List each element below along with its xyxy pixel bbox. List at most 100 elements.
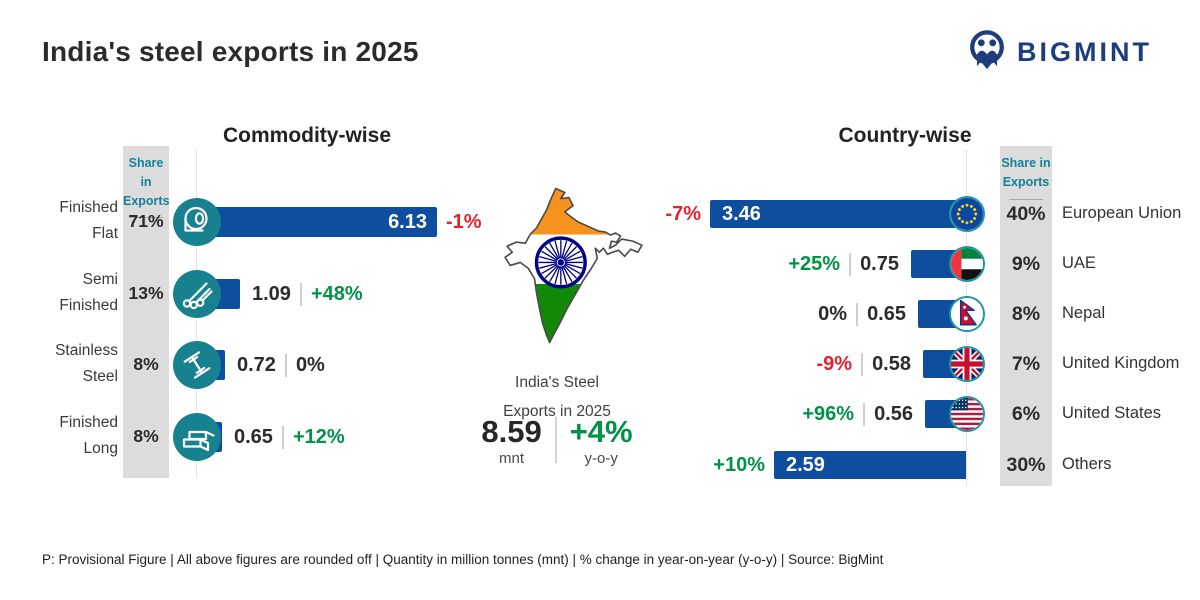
total-change-value: +4%: [569, 414, 633, 449]
brand-name: BIGMINT: [1017, 37, 1152, 67]
share-in-exports-header: Share in Exports: [123, 146, 170, 219]
commodity-label-line: Long: [83, 440, 118, 458]
bar-value-label: 3.46: [722, 202, 761, 225]
share-in-exports-header: Share in Exports: [1000, 146, 1052, 200]
commodity-share-value: 8%: [133, 354, 159, 374]
value-change-group: -7%: [665, 200, 701, 228]
value-change-divider: [284, 353, 287, 377]
steel-beam-icon: [173, 341, 221, 389]
country-label: Nepal: [1062, 304, 1106, 322]
bar-value-label: 6.13: [388, 210, 427, 233]
value-change-divider: [299, 282, 302, 306]
value-change-divider: [281, 425, 284, 449]
bar-value-label: 0.75: [860, 252, 899, 275]
change-percent-label: +25%: [788, 252, 841, 275]
country-share-value: 8%: [1011, 303, 1041, 325]
commodity-chart-title: Commodity-wise: [222, 124, 392, 147]
total-change: +4% y-o-y: [569, 414, 633, 467]
ashoka-chakra-icon: [534, 236, 587, 289]
share-header-underline: [1009, 198, 1043, 200]
country-share-value: 7%: [1011, 353, 1041, 375]
commodity-share-value: 71%: [128, 211, 164, 231]
commodity-bar: 6.13: [197, 207, 437, 237]
brand-logo: BIGMINT: [966, 28, 1152, 77]
value-change-group: 1.09 +48%: [252, 279, 363, 309]
change-percent-label: +12%: [292, 425, 345, 448]
share-header-underline: [129, 217, 163, 219]
value-change-group: -9% 0.58: [816, 350, 911, 378]
steel-coil-icon: [173, 198, 221, 246]
commodity-label-line: Finished: [59, 199, 118, 216]
value-change-group: -1%: [446, 207, 482, 237]
totals-divider: [554, 417, 557, 463]
country-share-value: 40%: [1006, 203, 1046, 225]
change-percent-label: 0%: [818, 302, 848, 325]
page-title: India's steel exports in 2025: [42, 36, 419, 67]
steel-long-icon: [173, 413, 221, 461]
change-percent-label: +10%: [713, 453, 765, 476]
value-change-divider: [863, 402, 866, 426]
commodity-share-value: 8%: [133, 426, 159, 446]
value-change-group: +25% 0.75: [788, 250, 899, 278]
commodity-share-column: Share in Exports: [123, 146, 170, 478]
commodity-label-line: Stainless: [55, 342, 118, 359]
commodity-label: Stainless Steel: [20, 338, 118, 390]
value-change-group: 0.72 0%: [237, 350, 325, 380]
country-share-column: Share in Exports: [1000, 146, 1052, 486]
total-quantity: 8.59 mnt: [481, 414, 542, 467]
commodity-label: Finished Long: [20, 410, 118, 462]
country-share-value: 9%: [1011, 253, 1041, 275]
change-percent-label: 0%: [295, 353, 325, 376]
commodity-label-line: Finished: [59, 414, 118, 431]
value-change-divider: [861, 352, 864, 376]
us-flag-icon: [949, 396, 985, 432]
center-caption: India's Steel Exports in 2025: [503, 374, 611, 420]
india-map-tricolor: [498, 183, 650, 360]
country-label: United Kingdom: [1062, 354, 1180, 372]
bar-value-label: 0.56: [874, 402, 913, 425]
bar-value-label: 0.58: [872, 352, 911, 375]
value-change-group: +96% 0.56: [802, 400, 913, 428]
total-change-unit: y-o-y: [584, 449, 618, 467]
country-share-value: 30%: [1006, 454, 1046, 476]
change-percent-label: +48%: [310, 282, 363, 305]
bar-value-label: 1.09: [252, 282, 291, 305]
total-quantity-unit: mnt: [499, 449, 525, 467]
country-share-value: 6%: [1011, 403, 1041, 425]
value-change-group: +10%: [713, 451, 765, 479]
nepal-flag-icon: [949, 296, 985, 332]
value-change-group: 0% 0.65: [818, 300, 906, 328]
value-change-divider: [856, 302, 859, 326]
country-chart-title: Country-wise: [838, 124, 972, 147]
bar-value-label: 0.65: [234, 425, 273, 448]
bar-value-label: 2.59: [786, 453, 825, 476]
commodity-label-line: Finished: [59, 297, 118, 315]
commodity-label: Semi Finished: [20, 267, 118, 319]
change-percent-label: -1%: [446, 210, 482, 233]
bar-value-label: 0.65: [867, 302, 906, 325]
country-label: United States: [1062, 404, 1162, 422]
footer-note: P: Provisional Figure | All above figure…: [42, 552, 884, 567]
change-percent-label: -9%: [816, 352, 853, 375]
value-change-divider: [849, 252, 852, 276]
uae-flag-icon: [949, 246, 985, 282]
commodity-label-line: Semi: [82, 271, 118, 288]
value-change-group: 0.65 +12%: [234, 422, 345, 452]
commodity-share-value: 13%: [128, 283, 164, 303]
country-label: Others: [1062, 455, 1112, 473]
steel-billets-icon: [173, 270, 221, 318]
country-bar: 3.46: [710, 200, 966, 228]
country-bar: 2.59: [774, 451, 966, 479]
commodity-label-line: Flat: [92, 225, 118, 243]
change-percent-label: -7%: [665, 202, 701, 225]
country-label: UAE: [1062, 254, 1096, 272]
eu-flag-icon: [949, 196, 985, 232]
total-exports-figure: 8.59 mnt +4% y-o-y: [447, 414, 667, 467]
commodity-label: Finished Flat: [20, 195, 118, 247]
uk-flag-icon: [949, 346, 985, 382]
total-quantity-value: 8.59: [481, 414, 542, 449]
country-label: European Union: [1062, 204, 1182, 222]
bar-value-label: 0.72: [237, 353, 276, 376]
bigmint-people-icon: [966, 28, 1008, 77]
